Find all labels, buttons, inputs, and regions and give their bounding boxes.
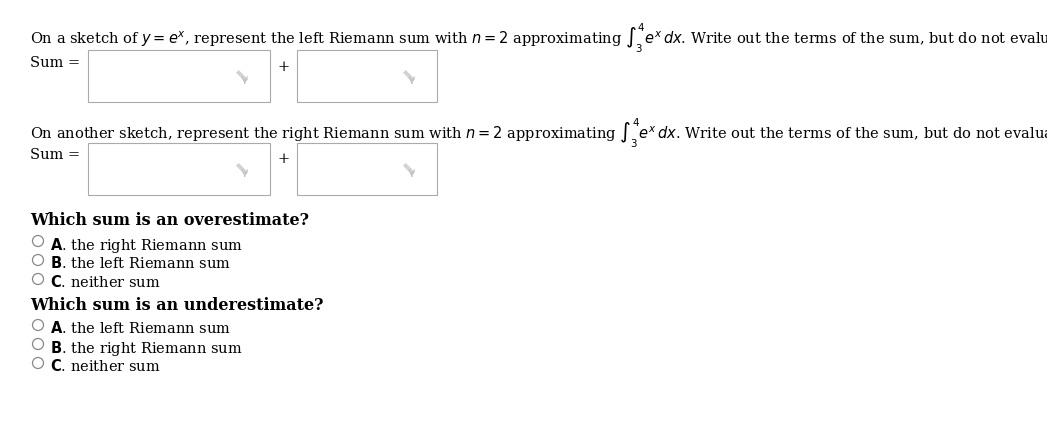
- Text: $\mathbf{A}$. the left Riemann sum: $\mathbf{A}$. the left Riemann sum: [50, 320, 231, 336]
- Polygon shape: [244, 171, 247, 174]
- Text: On another sketch, represent the right Riemann sum with $n = 2$ approximating $\: On another sketch, represent the right R…: [30, 117, 1047, 151]
- Polygon shape: [403, 70, 415, 82]
- Text: $\mathbf{C}$. neither sum: $\mathbf{C}$. neither sum: [50, 274, 160, 290]
- FancyBboxPatch shape: [297, 143, 437, 195]
- FancyBboxPatch shape: [88, 50, 270, 102]
- Polygon shape: [236, 70, 248, 82]
- Text: Which sum is an overestimate?: Which sum is an overestimate?: [30, 212, 309, 229]
- Polygon shape: [236, 163, 248, 175]
- FancyBboxPatch shape: [297, 50, 437, 102]
- Text: Sum =: Sum =: [30, 56, 85, 70]
- Text: $\mathbf{A}$. the right Riemann sum: $\mathbf{A}$. the right Riemann sum: [50, 236, 243, 255]
- Text: $\mathbf{B}$. the right Riemann sum: $\mathbf{B}$. the right Riemann sum: [50, 339, 243, 358]
- Text: $\mathbf{C}$. neither sum: $\mathbf{C}$. neither sum: [50, 358, 160, 374]
- Polygon shape: [403, 163, 415, 175]
- Polygon shape: [410, 171, 414, 174]
- Text: +: +: [277, 152, 290, 166]
- Text: Which sum is an underestimate?: Which sum is an underestimate?: [30, 297, 324, 314]
- Polygon shape: [410, 78, 414, 81]
- Text: Sum =: Sum =: [30, 148, 85, 162]
- Polygon shape: [244, 78, 247, 81]
- Text: +: +: [277, 60, 290, 74]
- FancyBboxPatch shape: [88, 143, 270, 195]
- Text: $\mathbf{B}$. the left Riemann sum: $\mathbf{B}$. the left Riemann sum: [50, 255, 231, 271]
- Text: On a sketch of $y = e^{x}$, represent the left Riemann sum with $n = 2$ approxim: On a sketch of $y = e^{x}$, represent th…: [30, 22, 1047, 56]
